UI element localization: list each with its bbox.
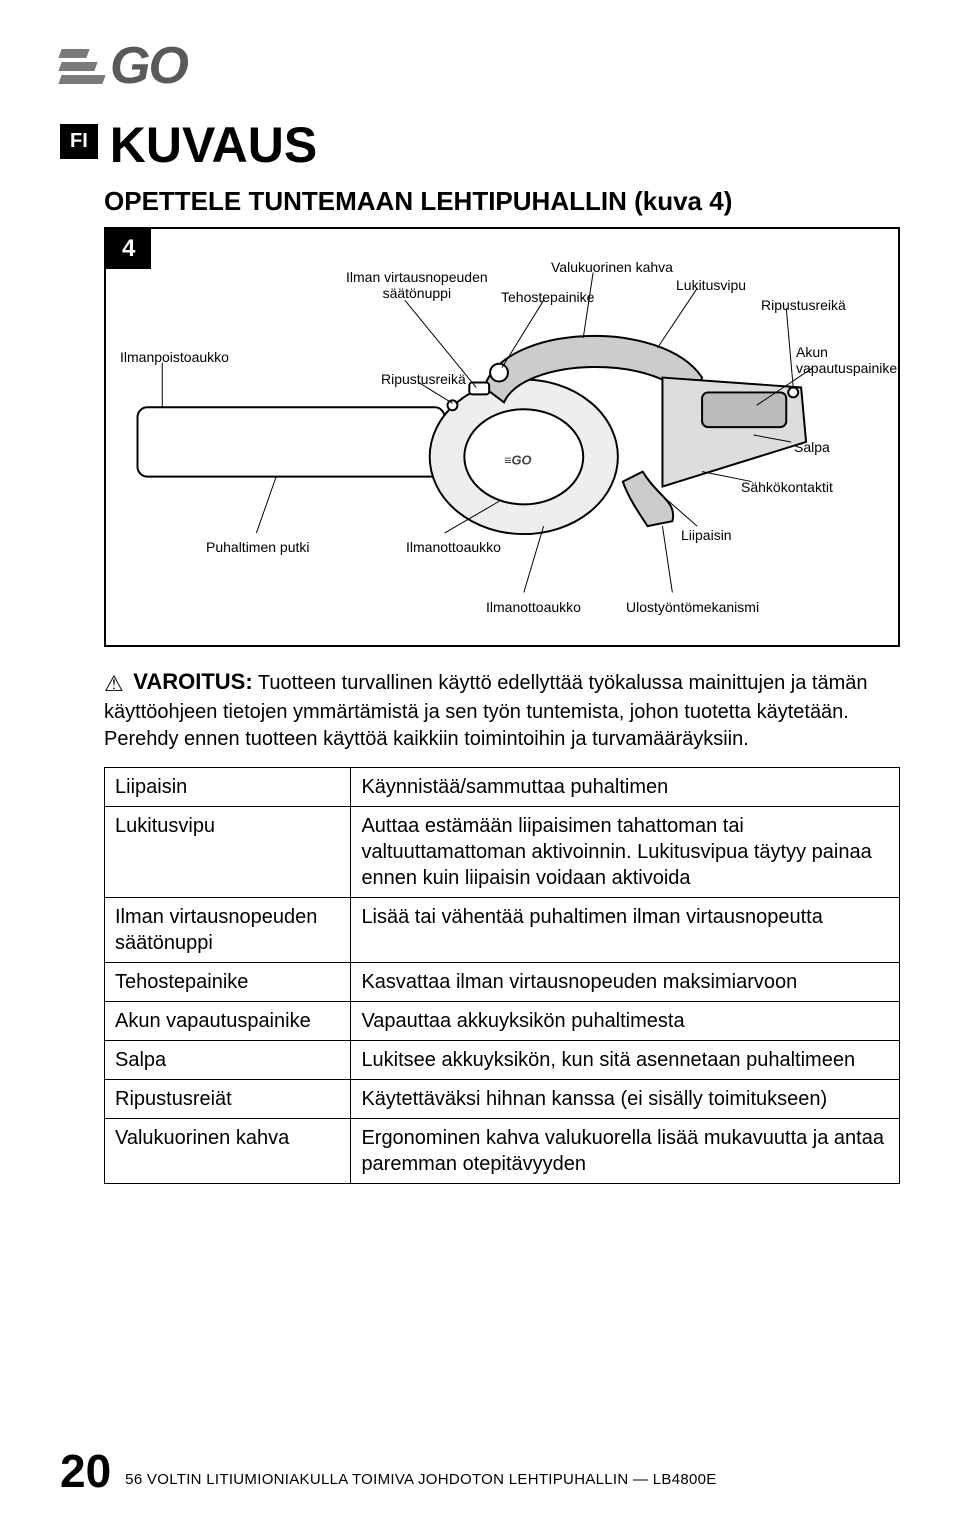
part-desc: Vapauttaa akkuyksikön puhaltimesta xyxy=(351,1001,900,1040)
warning-paragraph: ⚠ VAROITUS: Tuotteen turvallinen käyttö … xyxy=(104,667,900,753)
language-badge: FI xyxy=(60,124,98,159)
table-row: Lukitusvipu Auttaa estämään liipaisimen … xyxy=(105,806,900,897)
warning-title: VAROITUS: xyxy=(133,669,252,694)
title-row: FI KUVAUS xyxy=(60,116,900,174)
parts-table: Liipaisin Käynnistää/sammuttaa puhaltime… xyxy=(104,767,900,1184)
part-desc: Ergonominen kahva valukuorella lisää muk… xyxy=(351,1118,900,1183)
logo-stripe xyxy=(58,62,97,71)
page-footer: 20 56 VOLTIN LITIUMIONIAKULLA TOIMIVA JO… xyxy=(60,1448,900,1494)
part-desc: Käytettäväksi hihnan kanssa (ei sisälly … xyxy=(351,1079,900,1118)
part-desc: Lisää tai vähentää puhaltimen ilman virt… xyxy=(351,897,900,962)
logo-stripe xyxy=(58,49,89,58)
logo-stripe xyxy=(58,75,105,84)
blower-diagram-svg: ≡GO xyxy=(106,229,898,645)
table-row: Ripustusreiät Käytettäväksi hihnan kanss… xyxy=(105,1079,900,1118)
table-row: Salpa Lukitsee akkuyksikön, kun sitä ase… xyxy=(105,1040,900,1079)
table-row: Valukuorinen kahva Ergonominen kahva val… xyxy=(105,1118,900,1183)
section-subtitle: OPETTELE TUNTEMAAN LEHTIPUHALLIN (kuva 4… xyxy=(104,186,900,217)
table-row: Liipaisin Käynnistää/sammuttaa puhaltime… xyxy=(105,767,900,806)
page: GO FI KUVAUS OPETTELE TUNTEMAAN LEHTIPUH… xyxy=(0,0,960,1524)
page-number: 20 xyxy=(60,1448,111,1494)
page-title: KUVAUS xyxy=(110,116,317,174)
warning-icon: ⚠ xyxy=(104,669,124,699)
logo-text: GO xyxy=(110,40,187,92)
part-desc: Kasvattaa ilman virtausnopeuden maksimia… xyxy=(351,962,900,1001)
part-desc: Lukitsee akkuyksikön, kun sitä asennetaa… xyxy=(351,1040,900,1079)
svg-text:≡GO: ≡GO xyxy=(504,453,532,468)
diagram-figure: 4 Ilmanpoistoaukko Ilman virtausnopeuden… xyxy=(104,227,900,647)
part-name: Tehostepainike xyxy=(105,962,351,1001)
part-name: Salpa xyxy=(105,1040,351,1079)
logo: GO xyxy=(60,40,900,92)
part-name: Ripustusreiät xyxy=(105,1079,351,1118)
table-row: Akun vapautuspainike Vapauttaa akkuyksik… xyxy=(105,1001,900,1040)
part-name: Ilman virtausnopeuden säätönuppi xyxy=(105,897,351,962)
parts-table-body: Liipaisin Käynnistää/sammuttaa puhaltime… xyxy=(105,767,900,1183)
part-desc: Auttaa estämään liipaisimen tahattoman t… xyxy=(351,806,900,897)
footer-text: 56 VOLTIN LITIUMIONIAKULLA TOIMIVA JOHDO… xyxy=(125,1471,716,1494)
part-name: Akun vapautuspainike xyxy=(105,1001,351,1040)
part-name: Valukuorinen kahva xyxy=(105,1118,351,1183)
part-name: Liipaisin xyxy=(105,767,351,806)
table-row: Tehostepainike Kasvattaa ilman virtausno… xyxy=(105,962,900,1001)
part-name: Lukitusvipu xyxy=(105,806,351,897)
table-row: Ilman virtausnopeuden säätönuppi Lisää t… xyxy=(105,897,900,962)
part-desc: Käynnistää/sammuttaa puhaltimen xyxy=(351,767,900,806)
logo-stripes xyxy=(60,49,104,84)
